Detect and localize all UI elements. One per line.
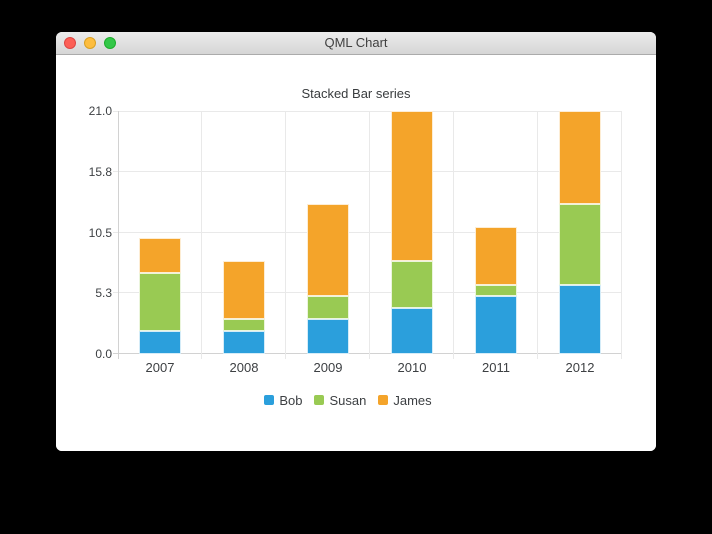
vertical-gridline (453, 111, 454, 359)
legend-item-bob: Bob (264, 393, 302, 408)
y-axis-line (118, 111, 119, 359)
legend-marker-bob (264, 395, 275, 405)
y-tick-label: 15.8 (88, 164, 112, 179)
window-titlebar[interactable]: QML Chart (56, 32, 656, 55)
y-tick-label: 21.0 (88, 104, 112, 118)
bar-segment-bob-2012 (559, 284, 601, 354)
qml-chart-window: QML Chart Stacked Bar series 0.0 5.3 10.5 1… (56, 32, 656, 451)
x-tick-label-2007: 2007 (145, 360, 175, 375)
legend-label: James (393, 392, 432, 408)
y-tick-label: 5.3 (95, 286, 112, 301)
bar-segment-james-2011 (475, 226, 517, 285)
legend-item-susan: Susan (314, 393, 366, 408)
legend-label: Bob (279, 392, 303, 408)
legend-marker-james (378, 395, 389, 405)
window-title: QML Chart (324, 35, 388, 50)
bar-segment-james-2012 (559, 111, 601, 204)
bar-segment-bob-2008 (223, 330, 265, 354)
x-tick-label-2011: 2011 (482, 360, 510, 375)
x-tick-label-2012: 2012 (565, 360, 595, 375)
horizontal-gridline (113, 171, 622, 172)
bar-segment-james-2010 (391, 111, 433, 262)
y-tick-label: 0.0 (95, 347, 112, 361)
legend-label: Susan (329, 392, 367, 408)
chart-title: Stacked Bar series (301, 86, 411, 101)
chart-view: Stacked Bar series 0.0 5.3 10.5 15.8 21.0 20… (56, 55, 656, 451)
bar-segment-bob-2011 (475, 296, 517, 354)
x-tick-label-2010: 2010 (397, 360, 427, 375)
chart-legend: Bob Susan James (56, 391, 640, 409)
horizontal-gridline (113, 111, 622, 112)
bar-segment-susan-2008 (223, 319, 265, 331)
bar-2007 (139, 111, 181, 354)
x-tick-label-2009: 2009 (313, 360, 343, 375)
x-tick-label-2008: 2008 (229, 360, 259, 375)
bar-2012 (559, 111, 601, 354)
vertical-gridline (621, 111, 622, 359)
vertical-gridline (285, 111, 286, 359)
bar-2008 (223, 111, 265, 354)
horizontal-gridline (113, 292, 622, 293)
bar-2009 (307, 111, 349, 354)
bar-segment-bob-2007 (139, 330, 181, 354)
bar-segment-susan-2007 (139, 273, 181, 331)
bar-2010 (391, 111, 433, 354)
bar-2011 (475, 111, 517, 354)
bar-segment-james-2009 (307, 203, 349, 297)
bar-segment-bob-2010 (391, 307, 433, 354)
plot-area (113, 111, 622, 359)
vertical-gridline (537, 111, 538, 359)
legend-item-james: James (378, 392, 432, 408)
bar-segment-james-2008 (223, 261, 265, 320)
close-button[interactable] (64, 37, 76, 49)
bar-segment-susan-2010 (391, 261, 433, 308)
bar-segment-susan-2009 (307, 296, 349, 320)
y-tick-label: 10.5 (88, 225, 112, 240)
zoom-button[interactable] (104, 37, 116, 49)
x-axis-line (113, 353, 622, 354)
bar-segment-james-2007 (139, 238, 181, 273)
horizontal-gridline (113, 232, 622, 233)
minimize-button[interactable] (84, 37, 96, 49)
bar-segment-bob-2009 (307, 319, 349, 354)
bar-segment-susan-2012 (559, 203, 601, 285)
bar-segment-susan-2011 (475, 284, 517, 297)
traffic-lights (64, 37, 116, 49)
legend-marker-susan (314, 395, 325, 405)
vertical-gridline (369, 111, 370, 359)
vertical-gridline (201, 111, 202, 359)
